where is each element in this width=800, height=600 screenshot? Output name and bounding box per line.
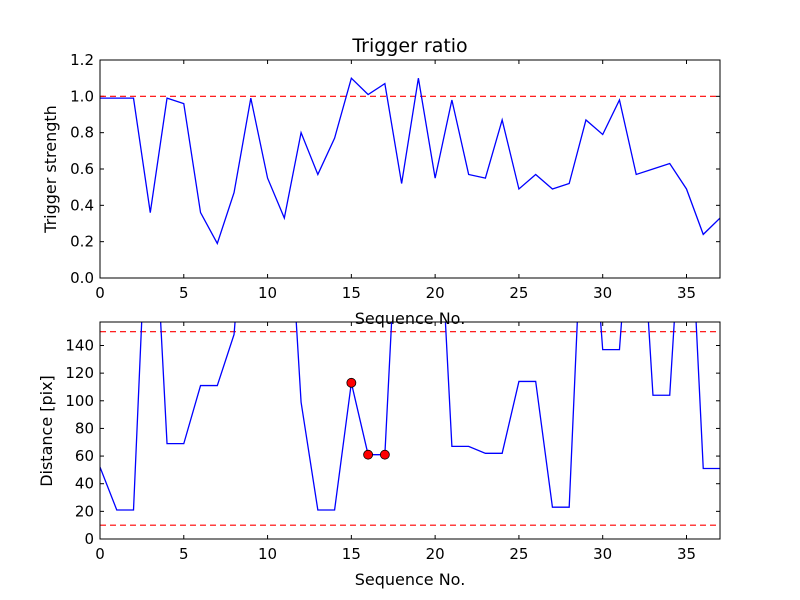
top-x-tick-label: 5	[179, 284, 189, 302]
top-y-tick-label: 0.2	[70, 233, 94, 251]
bottom-y-tick-label: 120	[65, 364, 94, 382]
top-x-tick-label: 10	[258, 284, 277, 302]
bottom-y-tick-label: 140	[65, 336, 94, 354]
bottom-axes-frame	[99, 321, 721, 540]
bottom-reference-lines	[100, 331, 720, 526]
chart-title: Trigger ratio	[351, 35, 467, 57]
top-y-tick-label: 0.8	[70, 124, 94, 142]
highlighted-point-marker	[379, 449, 390, 460]
bottom-x-tick-label: 25	[509, 545, 528, 563]
bottom-x-axis-label: Sequence No.	[355, 570, 466, 589]
bottom-x-tick-label: 15	[342, 545, 361, 563]
bottom-y-tick-label: 20	[75, 502, 94, 520]
bottom-x-tick-label: 30	[593, 545, 612, 563]
bottom-x-tick-label: 20	[426, 545, 445, 563]
trigger-ratio-subplot: Trigger ratio 0 5 10 15 20 25 30 35 0.0 0.2 0.4 0.6…	[41, 35, 721, 328]
top-ticks: 0 5 10 15 20 25 30 35 0.0 0.2 0.4 0.6 0.8 1.0 1.2	[70, 51, 720, 302]
bottom-ticks: 0 5 10 15 20 25 30 35 0 20 40 60 80 100 120 140	[65, 322, 720, 563]
top-y-tick-label: 0.6	[70, 160, 94, 178]
bottom-y-tick-label: 80	[75, 419, 94, 437]
trigger-strength-series-line	[100, 76, 720, 246]
highlighted-point-marker	[346, 377, 357, 388]
top-x-axis-label: Sequence No.	[355, 309, 466, 328]
distance-series-line	[100, 322, 720, 511]
top-y-tick-label: 0.4	[70, 196, 94, 214]
top-x-tick-label: 25	[509, 284, 528, 302]
highlighted-points	[346, 377, 390, 460]
top-x-tick-label: 0	[95, 284, 105, 302]
bottom-x-tick-label: 10	[258, 545, 277, 563]
bottom-x-tick-label: 5	[179, 545, 189, 563]
bottom-y-tick-label: 100	[65, 392, 94, 410]
highlighted-point-marker	[363, 449, 374, 460]
bottom-y-tick-label: 40	[75, 475, 94, 493]
top-y-tick-label: 1.2	[70, 51, 94, 69]
top-y-axis-label: Trigger strength	[41, 105, 60, 234]
bottom-x-tick-label: 35	[677, 545, 696, 563]
bottom-x-tick-label: 0	[95, 545, 105, 563]
top-x-tick-label: 35	[677, 284, 696, 302]
top-axes-frame	[99, 59, 721, 279]
top-y-tick-label: 1.0	[70, 87, 94, 105]
bottom-y-axis-label: Distance [pix]	[37, 375, 56, 487]
top-x-tick-label: 20	[426, 284, 445, 302]
distance-subplot: 0 5 10 15 20 25 30 35 0 20 40 60 80 100 120 140 Sequenc…	[37, 321, 721, 589]
top-y-tick-label: 0.0	[70, 269, 94, 287]
bottom-y-tick-label: 0	[84, 530, 94, 548]
bottom-y-tick-label: 60	[75, 447, 94, 465]
top-x-tick-label: 15	[342, 284, 361, 302]
top-x-tick-label: 30	[593, 284, 612, 302]
